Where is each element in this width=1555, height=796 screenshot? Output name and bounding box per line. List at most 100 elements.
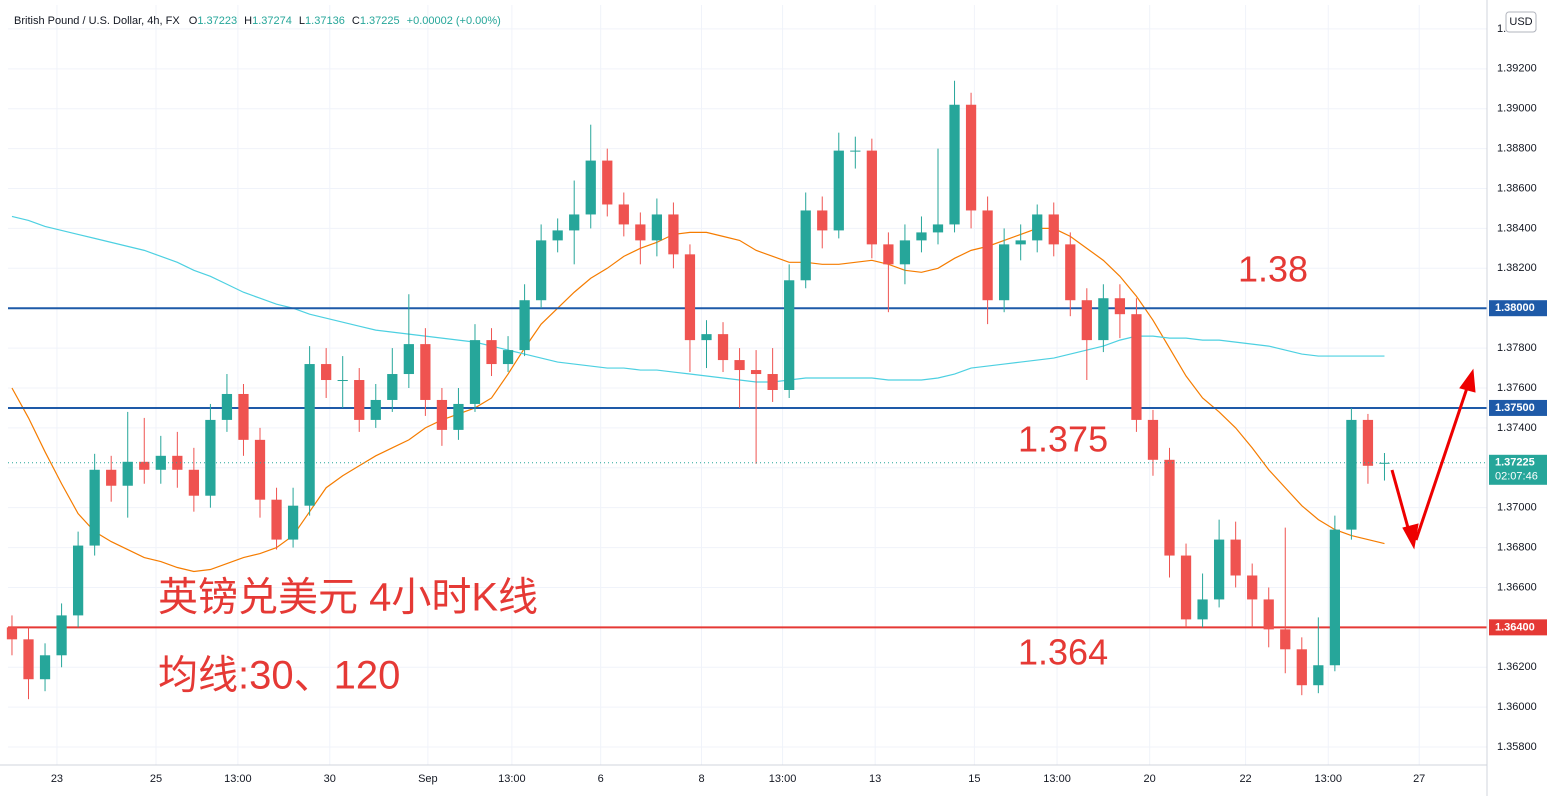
arrow-shaft [1414,384,1470,541]
x-tick-label: 23 [51,773,63,785]
annotation: 1.38 [1238,249,1308,290]
ohlc-value: 1.37223 [197,15,237,27]
candle-body [800,210,811,281]
y-tick-label: 1.37800 [1497,342,1537,354]
candle-body [717,334,729,361]
x-tick-label: 13 [869,773,881,785]
ohlc-label: O [189,15,198,27]
candle-body [684,254,696,341]
x-tick-label: 13:00 [769,773,797,785]
candle-body [238,393,249,440]
candle-body [1263,599,1274,630]
candle-body [1180,555,1192,620]
candle-body [883,244,894,265]
candle-body [469,340,481,404]
candle-body [453,403,464,430]
candle-body [172,455,183,470]
candle-body [304,364,315,506]
candle-body [1280,629,1291,650]
ohlc-value: 1.37274 [252,15,292,27]
currency: USD [1509,16,1532,28]
level-price-label: 1.36400 [1495,621,1535,633]
candle-body [122,461,133,486]
ohlc-label: H [244,15,252,27]
countdown: 02:07:46 [1495,471,1538,483]
annotation: 1.364 [1018,632,1108,673]
axes: 1.35800 1.36000 1.36200 1.36400 1.36600 1.368… [51,23,1547,785]
ohlc-value: 1.37136 [305,15,345,27]
y-tick-label: 1.37600 [1497,382,1537,394]
candle-body [403,344,414,375]
candle-body [1147,419,1159,460]
candle-body [370,399,381,420]
candle-body [932,224,944,233]
candle-body [1114,298,1126,315]
last-price-box [1489,454,1547,485]
currency-box[interactable] [1505,11,1537,33]
candle-body [817,210,828,231]
candle-body [602,160,613,205]
y-tick-label: 1.35800 [1497,741,1537,753]
candle-body [420,344,431,400]
candle-body [982,210,993,301]
x-tick-label: 27 [1413,773,1425,785]
arrow-shaft [1390,469,1412,536]
candle-body [56,615,67,656]
y-tick-label: 1.39000 [1497,103,1537,115]
x-tick-label: 13:00 [1314,773,1342,785]
candle-body [767,374,778,390]
candle-body [1048,214,1059,245]
y-tick-label: 1.38800 [1497,143,1537,155]
candle-body [866,150,877,245]
candle-body [205,419,216,496]
header: British Pound / U.S. Dollar, 4h, FX O1.3… [14,15,501,27]
ohlc-value: 1.37225 [360,15,400,27]
level-price-box [1489,399,1547,416]
candle-body [618,204,629,225]
y-tick-label: 1.38400 [1497,222,1537,234]
candle-body [23,639,34,680]
x-tick-label: 8 [698,773,704,785]
plot [6,80,1487,700]
candle-body [89,469,100,546]
candle-body [1015,240,1026,245]
change: +0.00002 (+0.00%) [407,15,501,27]
candle-body [1164,459,1175,556]
candle-body [39,655,51,680]
candle-body [1081,300,1092,341]
candle-body [502,350,514,365]
candle-body [106,469,117,486]
candle-body [188,469,199,496]
x-tick-label: 22 [1239,773,1251,785]
candle-body [965,104,977,211]
x-tick-label: 25 [150,773,162,785]
candle-body [1346,419,1357,530]
candle-body [833,150,844,231]
x-tick-label: 13:00 [1043,773,1071,785]
x-tick-label: 15 [968,773,980,785]
candle-body [552,230,563,241]
ohlc-label: L [299,15,305,27]
x-tick-label: 13:00 [498,773,526,785]
candle-body [1213,539,1225,600]
last-price-label: 1.37225 [1495,457,1535,469]
x-tick-label: 20 [1144,773,1156,785]
symbol: British Pound / U.S. Dollar, 4h, FX [14,15,180,27]
candle-body [1362,419,1374,466]
candle-body [569,214,580,231]
candle-body [899,240,911,265]
moving-average-line [11,227,1385,573]
candle-body [784,280,795,390]
candle-body [519,300,530,351]
candle-body [1247,575,1258,600]
candle-body [1296,649,1307,686]
candle-body [72,545,84,616]
candle-body [1197,599,1208,620]
x-tick-label: 6 [598,773,604,785]
ohlc-label: C [352,15,360,27]
moving-average-line [11,215,1385,383]
chart-subtitle: 均线:30、120 [158,654,400,698]
candle-body [734,360,745,371]
level-price-box [1489,300,1547,317]
